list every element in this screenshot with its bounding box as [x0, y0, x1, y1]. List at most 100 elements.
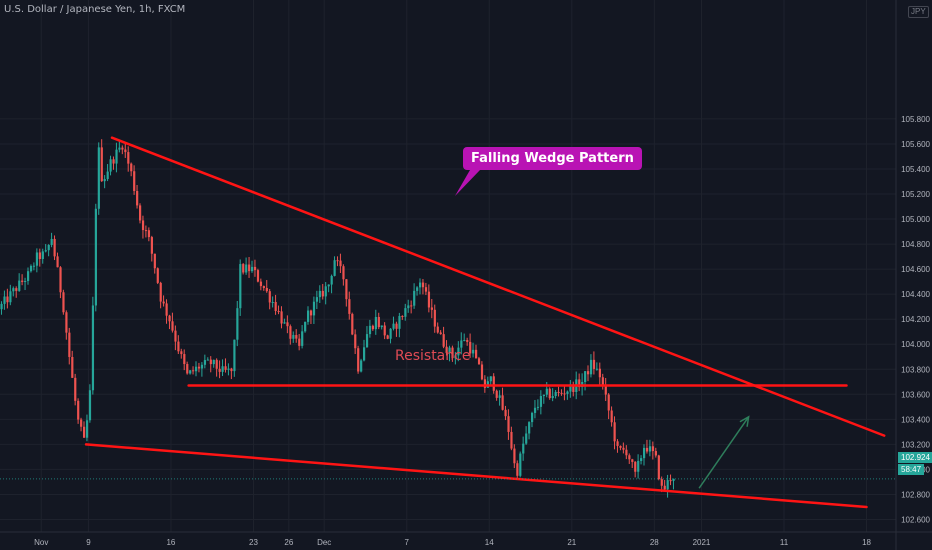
- candle-body: [651, 446, 655, 452]
- candle-body: [321, 290, 324, 297]
- time-tick-label: 9: [86, 538, 91, 547]
- candle-body: [283, 322, 286, 324]
- candle-body: [85, 420, 89, 438]
- candle-body: [439, 332, 442, 335]
- candle-body: [324, 286, 327, 297]
- candle-body: [312, 301, 316, 316]
- candle-body: [259, 281, 263, 287]
- candle-body: [133, 171, 136, 191]
- candle-body: [97, 147, 100, 209]
- time-tick-label: 7: [405, 538, 410, 547]
- candle-body: [256, 270, 260, 282]
- candle-body: [598, 368, 601, 378]
- candle-body: [460, 340, 463, 348]
- candle-body: [445, 346, 448, 353]
- candle-body: [245, 264, 248, 273]
- time-tick-label: 18: [862, 538, 871, 547]
- last-price-tag: 102.924: [898, 452, 932, 463]
- candle-body: [360, 360, 363, 372]
- candle-body: [483, 379, 487, 388]
- candle-body: [392, 323, 395, 329]
- candle-body: [513, 448, 516, 464]
- candle-body: [501, 395, 504, 410]
- candle-body: [118, 147, 121, 150]
- candle-body: [457, 347, 460, 356]
- candle-body: [236, 308, 239, 340]
- candle-body: [218, 368, 221, 372]
- wedge-label-pointer: [455, 170, 480, 196]
- candle-body: [47, 244, 50, 251]
- symbol-title: U.S. Dollar / Japanese Yen, 1h, FXCM: [4, 4, 186, 15]
- candle-body: [112, 159, 115, 164]
- time-axis[interactable]: Nov 9 16 23 26 Dec 7 14 21 28 2021 11 18: [0, 531, 932, 547]
- candle-body: [563, 393, 566, 395]
- candle-body: [115, 149, 118, 164]
- candle-body: [248, 264, 251, 272]
- candle-body: [510, 431, 513, 449]
- candle-body: [206, 359, 209, 361]
- candle-body: [15, 288, 18, 291]
- trend-lines: [0, 136, 896, 509]
- candle-body: [389, 328, 392, 339]
- candle-body: [262, 286, 265, 288]
- time-tick-label: 23: [249, 538, 258, 547]
- candle-body: [424, 287, 428, 292]
- candle-body: [578, 379, 581, 388]
- price-tick-label: 103.600: [901, 390, 930, 399]
- candle-body: [106, 171, 109, 180]
- candle-body: [601, 377, 604, 386]
- candle-body: [398, 316, 401, 329]
- candle-body: [251, 266, 254, 272]
- candle-body: [413, 290, 416, 306]
- candle-body: [318, 290, 321, 298]
- candle-body: [274, 302, 277, 312]
- candle-body: [100, 147, 103, 182]
- candle-body: [44, 250, 47, 252]
- projection-arrow-head: [739, 415, 750, 427]
- time-tick-label: 16: [166, 538, 175, 547]
- candle-body: [292, 335, 295, 339]
- candle-body: [159, 282, 162, 302]
- candle-body: [442, 334, 445, 347]
- candle-body: [410, 305, 413, 307]
- price-tick-label: 105.800: [901, 115, 930, 124]
- candle-body: [124, 149, 127, 153]
- candle-body: [645, 447, 649, 452]
- candle-body: [669, 480, 672, 482]
- candle-body: [83, 426, 86, 438]
- candle-body: [466, 340, 469, 342]
- candle-body: [551, 396, 554, 399]
- price-tick-label: 103.800: [901, 365, 930, 374]
- candle-body: [327, 284, 330, 287]
- candle-body: [654, 451, 657, 456]
- candle-body: [21, 280, 24, 282]
- candle-body: [663, 485, 666, 490]
- candle-body: [477, 358, 481, 365]
- candle-body: [71, 356, 74, 378]
- candle-body: [407, 305, 410, 309]
- price-axis[interactable]: 102.600102.800103.000103.200103.400103.6…: [895, 0, 931, 550]
- candle-body: [622, 447, 625, 450]
- candle-body: [103, 179, 106, 182]
- candle-body: [401, 316, 404, 318]
- candle-body: [162, 301, 165, 304]
- candle-body: [189, 370, 192, 374]
- candle-body: [533, 407, 537, 413]
- candle-body: [569, 384, 572, 392]
- candle-body: [330, 275, 333, 285]
- currency-badge[interactable]: JPY: [908, 6, 929, 18]
- candle-body: [209, 359, 212, 365]
- time-tick-label: 21: [567, 538, 576, 547]
- candle-body: [634, 461, 637, 472]
- candle-body: [153, 253, 156, 269]
- candle-body: [383, 325, 386, 336]
- candle-body: [253, 266, 257, 271]
- candle-body: [74, 377, 77, 401]
- candle-body: [616, 441, 619, 446]
- candle-body: [309, 310, 313, 316]
- candle-body: [271, 302, 274, 304]
- candle-body: [519, 453, 522, 476]
- candle-body: [333, 260, 336, 276]
- time-tick-label: Nov: [34, 538, 48, 547]
